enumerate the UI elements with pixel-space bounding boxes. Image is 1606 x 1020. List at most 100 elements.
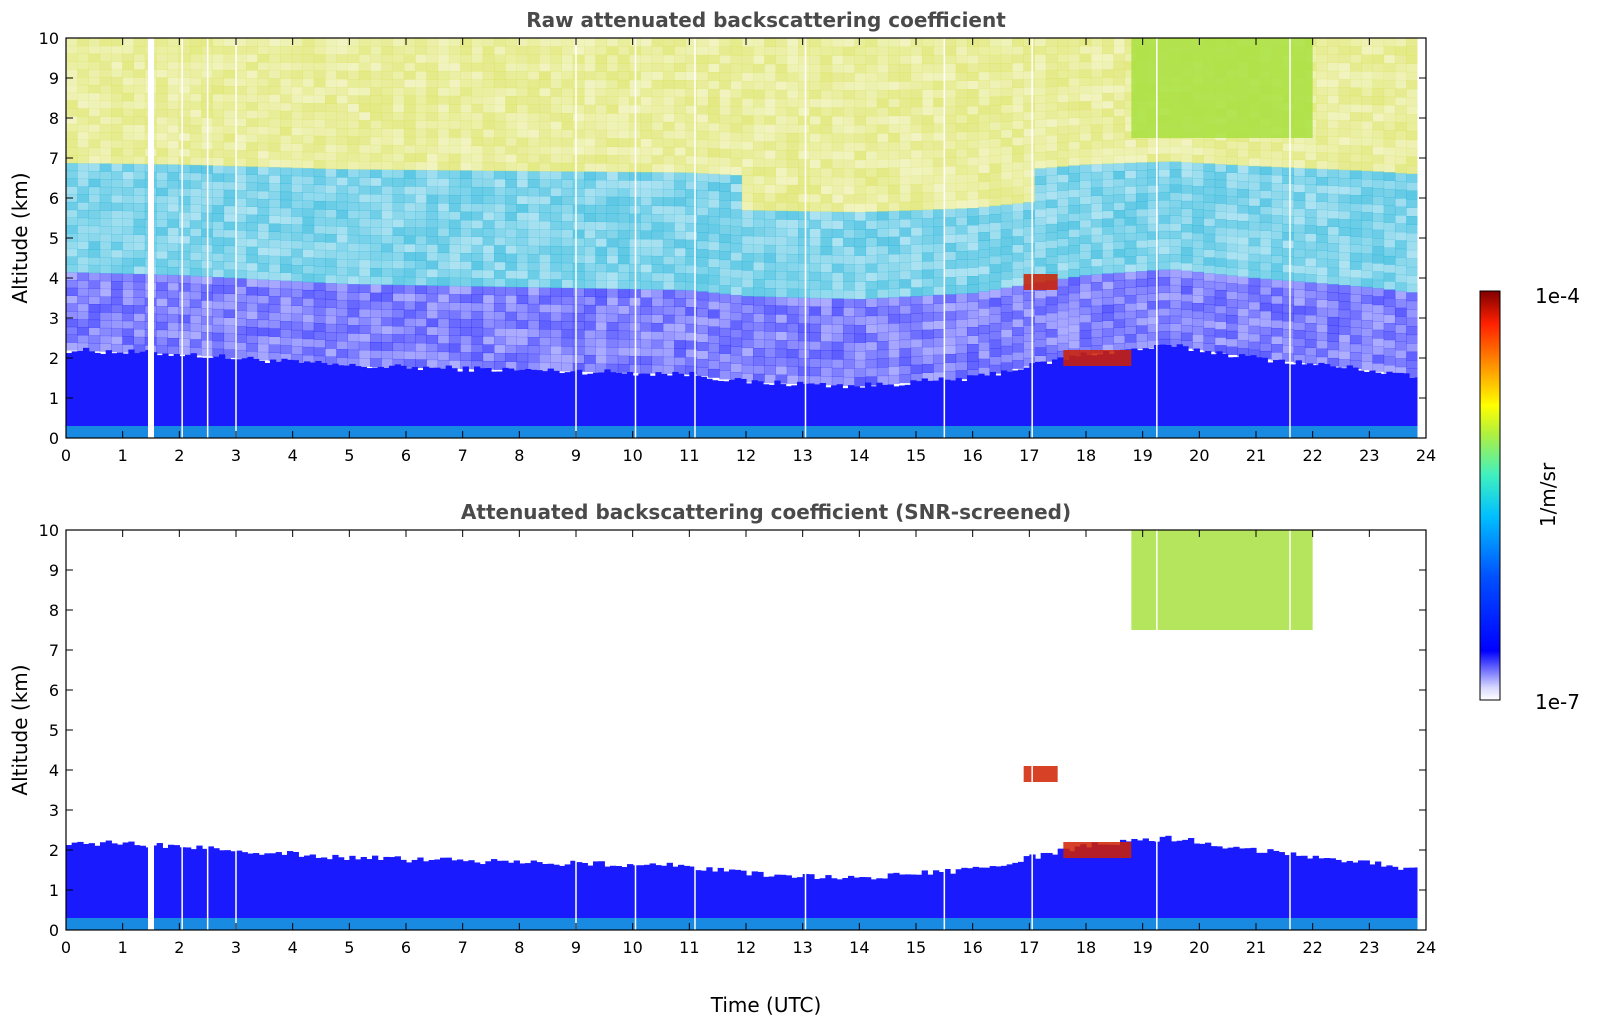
noise-cell — [1045, 240, 1058, 249]
noise-cell — [1113, 264, 1126, 274]
noise-cell — [482, 228, 495, 238]
noise-cell — [1316, 258, 1328, 268]
noise-cell — [1113, 288, 1126, 297]
noise-cell — [1338, 317, 1351, 327]
noise-cell — [88, 45, 101, 55]
noise-cell — [1226, 251, 1238, 260]
noise-cell — [1023, 120, 1035, 129]
noise-cell — [876, 349, 889, 359]
noise-cell — [685, 80, 698, 89]
noise-cell — [978, 249, 990, 258]
noise-cell — [505, 311, 517, 321]
noise-cell — [662, 289, 675, 299]
noise-cell — [584, 238, 596, 247]
noise-cell — [899, 141, 912, 151]
boundary-layer-cell — [139, 351, 146, 438]
noise-cell — [156, 164, 168, 173]
noise-cell — [1394, 333, 1407, 342]
noise-cell — [1338, 120, 1351, 129]
noise-cell — [1192, 217, 1204, 226]
boundary-layer-cell — [757, 381, 764, 438]
noise-cell — [291, 78, 303, 88]
noise-cell — [1124, 178, 1137, 187]
noise-cell — [764, 124, 776, 134]
boundary-layer-cell — [168, 355, 175, 438]
noise-cell — [1045, 38, 1058, 47]
noise-cell — [403, 54, 416, 64]
noise-cell — [1361, 62, 1373, 72]
noise-cell — [493, 79, 506, 89]
noise-cell — [831, 176, 844, 186]
noise-cell — [1113, 163, 1126, 172]
noise-cell — [854, 142, 867, 152]
noise-cell — [978, 291, 990, 301]
noise-cell — [448, 46, 461, 55]
noise-cell — [234, 166, 247, 175]
noise-cell — [448, 104, 461, 113]
noise-cell — [426, 103, 439, 113]
noise-cell — [685, 239, 698, 249]
noise-cell — [257, 190, 270, 200]
noise-cell — [1349, 277, 1362, 287]
noise-cell — [279, 280, 292, 290]
noise-cell — [1349, 137, 1362, 146]
noise-cell — [156, 235, 168, 244]
noise-cell — [967, 216, 979, 226]
noise-cell — [1045, 320, 1058, 330]
noise-cell — [460, 269, 472, 279]
noise-cell — [370, 325, 382, 335]
noise-cell — [798, 202, 810, 212]
noise-cell — [775, 296, 788, 306]
noise-cell — [505, 270, 517, 279]
noise-cell — [1135, 185, 1148, 194]
noise-cell — [1304, 323, 1317, 332]
noise-cell — [753, 261, 765, 271]
noise-cell — [358, 243, 371, 252]
noise-cell — [640, 79, 653, 89]
noise-cell — [415, 128, 427, 138]
noise-cell — [662, 88, 675, 98]
noise-cell — [876, 237, 889, 247]
noise-cell — [899, 339, 912, 349]
noise-cell — [482, 269, 495, 279]
noise-cell — [843, 185, 855, 195]
noise-cell — [88, 241, 101, 250]
noise-cell — [640, 222, 653, 232]
noise-cell — [302, 94, 315, 104]
noise-cell — [978, 223, 990, 233]
noise-cell — [403, 70, 416, 80]
noise-cell — [1034, 290, 1047, 299]
noise-cell — [899, 296, 912, 306]
noise-cell — [426, 62, 439, 72]
noise-cell — [257, 118, 270, 127]
noise-cell — [246, 198, 258, 207]
boundary-layer-cell — [298, 362, 305, 438]
noise-cell — [865, 81, 878, 91]
noise-cell — [967, 148, 979, 158]
noise-cell — [212, 141, 225, 150]
noise-cell — [111, 210, 123, 219]
noise-cell — [66, 209, 78, 218]
noise-cell — [967, 267, 979, 277]
noise-cell — [370, 268, 382, 277]
boundary-layer-cell — [848, 385, 855, 438]
boundary-layer-cell — [1086, 354, 1093, 438]
noise-cell — [696, 257, 709, 267]
noise-cell — [865, 124, 878, 134]
noise-cell — [1068, 61, 1081, 71]
noise-cell — [1226, 172, 1238, 181]
noise-cell — [279, 224, 292, 233]
noise-cell — [1068, 268, 1081, 278]
noise-cell — [1169, 300, 1182, 309]
noise-cell — [910, 295, 923, 305]
noise-cell — [1012, 137, 1024, 146]
noise-cell — [403, 46, 416, 55]
noise-cell — [696, 71, 709, 81]
noise-cell — [685, 189, 698, 199]
noise-cell — [1192, 287, 1204, 296]
noise-cell — [246, 238, 258, 248]
noise-cell — [719, 336, 731, 346]
noise-cell — [1079, 290, 1092, 300]
noise-cell — [426, 235, 439, 245]
noise-cell — [595, 280, 607, 289]
